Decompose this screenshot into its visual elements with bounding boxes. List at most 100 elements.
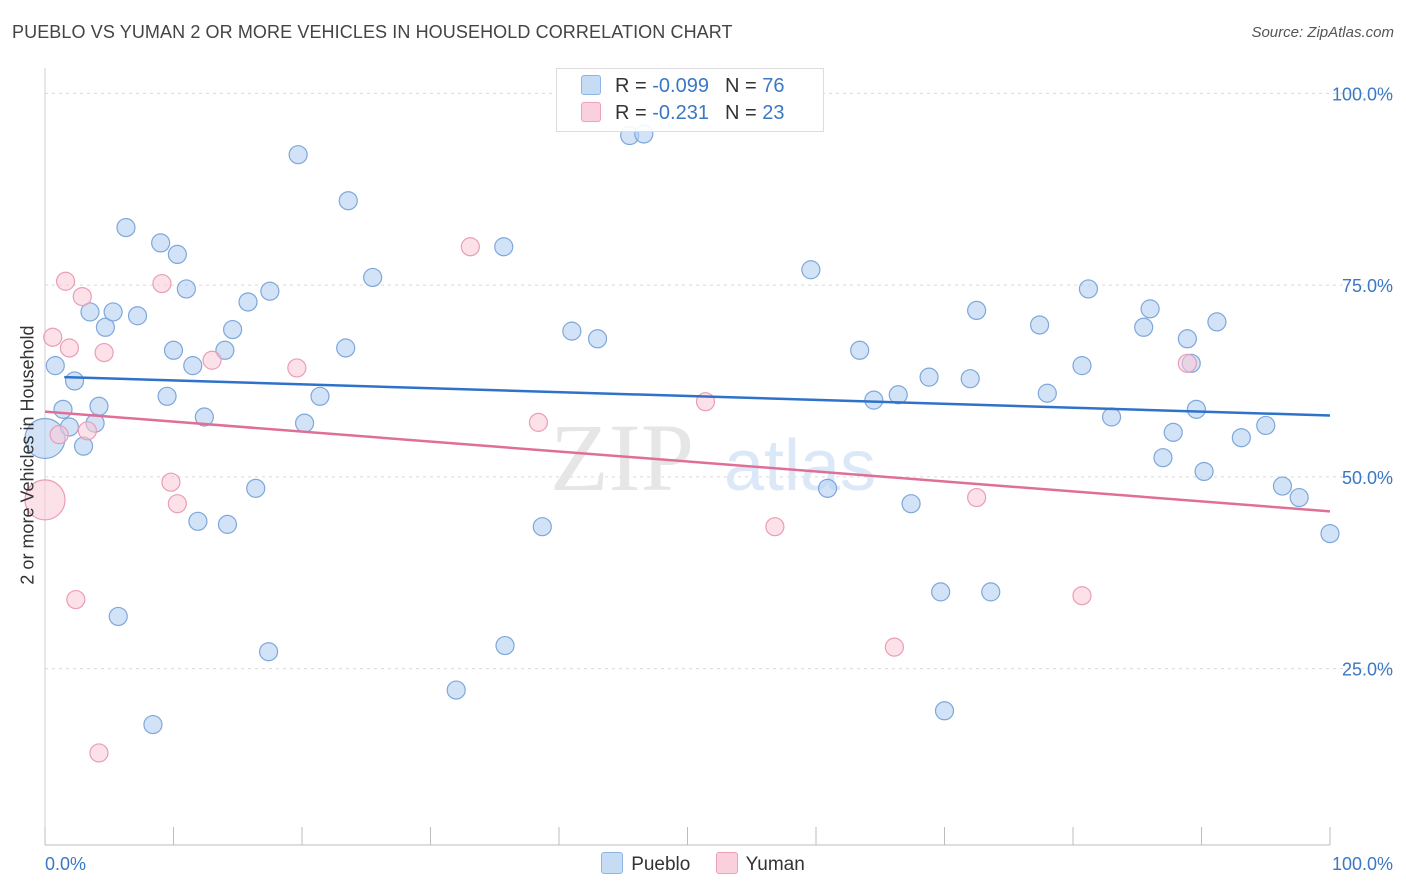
y-tick-label: 50.0% <box>1342 468 1393 488</box>
yuman-point <box>202 350 222 370</box>
pueblo-swatch <box>601 852 624 874</box>
pueblo-point <box>95 317 115 337</box>
legend-label: Pueblo <box>631 854 691 875</box>
yuman-point <box>884 637 904 657</box>
yuman-point <box>1072 586 1092 606</box>
legend-row-yuman: R = -0.231 N = 23 <box>581 102 784 125</box>
pueblo-point <box>532 517 552 537</box>
pueblo-point <box>1186 399 1206 419</box>
tick-labels: 25.0% 50.0% 75.0% 100.0% 0.0% 100.0% <box>45 84 1393 874</box>
pueblo-points <box>24 124 1340 735</box>
pueblo-point <box>176 279 196 299</box>
r-value: -0.231 <box>652 102 709 124</box>
pueblo-point <box>850 340 870 360</box>
y-tick-label: 100.0% <box>1332 84 1393 104</box>
pueblo-point <box>1140 299 1160 319</box>
watermark: ZIP atlas <box>550 404 876 511</box>
y-tick-label: 75.0% <box>1342 276 1393 296</box>
pueblo-point <box>1320 523 1340 544</box>
pueblo-point <box>801 260 821 280</box>
r-label: R = <box>615 75 647 97</box>
legend-item-yuman: Yuman <box>715 852 805 876</box>
y-axis-label: 2 or more Vehicles in Household <box>17 325 38 585</box>
yuman-point <box>43 327 63 347</box>
yuman-point <box>167 494 187 514</box>
yuman-point <box>89 743 109 763</box>
x-tick-label: 100.0% <box>1332 854 1393 874</box>
pueblo-point <box>194 407 214 427</box>
pueblo-point <box>1289 487 1309 508</box>
pueblo-point <box>494 237 514 257</box>
pueblo-point <box>1231 428 1251 448</box>
pueblo-point <box>183 356 203 376</box>
pueblo-point <box>1272 476 1293 496</box>
r-label: R = <box>615 102 647 124</box>
pueblo-point <box>238 292 258 312</box>
yuman-swatch <box>581 102 601 122</box>
pueblo-point <box>919 367 939 387</box>
pueblo-point <box>1207 312 1227 332</box>
pueblo-point <box>1072 356 1092 376</box>
pueblo-point <box>1101 407 1122 427</box>
yuman-point <box>66 589 86 610</box>
pueblo-point <box>246 478 266 498</box>
yuman-point <box>460 237 480 257</box>
pueblo-point <box>888 385 908 405</box>
pueblo-point <box>217 514 238 534</box>
pueblo-point <box>562 321 582 341</box>
pueblo-point <box>260 281 280 301</box>
yuman-point <box>967 487 987 508</box>
source-label: Source: ZipAtlas.com <box>1251 24 1394 41</box>
n-label: N = <box>724 75 757 97</box>
pueblo-point <box>338 191 358 211</box>
n-label: N = <box>724 102 757 124</box>
yuman-points <box>24 237 1197 763</box>
pueblo-point <box>151 233 171 253</box>
yuman-point <box>77 421 98 441</box>
pueblo-point <box>163 340 184 360</box>
pueblo-point <box>446 680 466 700</box>
yuman-point <box>1177 353 1197 373</box>
legend-label: Yuman <box>745 854 805 875</box>
pueblo-point <box>1163 422 1183 442</box>
pueblo-point <box>1256 415 1276 436</box>
pueblo-point <box>108 606 128 627</box>
pueblo-point <box>934 701 955 721</box>
pueblo-point <box>103 302 123 322</box>
pueblo-point <box>116 217 136 238</box>
gridlines <box>45 92 1395 670</box>
trend-lines <box>44 375 1331 513</box>
yuman-point <box>72 286 92 307</box>
pueblo-point <box>127 306 148 326</box>
pueblo-point <box>288 145 308 165</box>
pueblo-point <box>1134 317 1154 337</box>
yuman-point <box>528 412 549 432</box>
pueblo-point <box>45 356 65 376</box>
yuman-point <box>152 273 172 294</box>
pueblo-point <box>258 642 279 662</box>
yuman-point <box>24 479 66 521</box>
pueblo-point <box>931 582 951 602</box>
pueblo-point <box>1037 383 1057 403</box>
pueblo-point <box>967 300 987 321</box>
chart-title: PUEBLO VS YUMAN 2 OR MORE VEHICLES IN HO… <box>12 22 733 42</box>
yuman-trend-line <box>44 410 1331 513</box>
yuman-point <box>49 425 69 445</box>
pueblo-point <box>1153 448 1173 468</box>
pueblo-point <box>167 244 187 265</box>
pueblo-swatch <box>581 75 601 95</box>
pueblo-point <box>363 267 383 288</box>
pueblo-point <box>157 386 177 406</box>
pueblo-point <box>89 396 109 416</box>
pueblo-point <box>223 319 243 340</box>
pueblo-point <box>817 478 838 498</box>
yuman-point <box>765 517 785 537</box>
x-tick-label: 0.0% <box>45 854 86 874</box>
y-tick-label: 25.0% <box>1342 660 1393 680</box>
yuman-point <box>55 271 76 291</box>
legend-item-pueblo: Pueblo <box>601 852 690 876</box>
pueblo-point <box>495 635 515 656</box>
pueblo-point <box>981 582 1001 602</box>
n-value: 76 <box>762 75 785 97</box>
